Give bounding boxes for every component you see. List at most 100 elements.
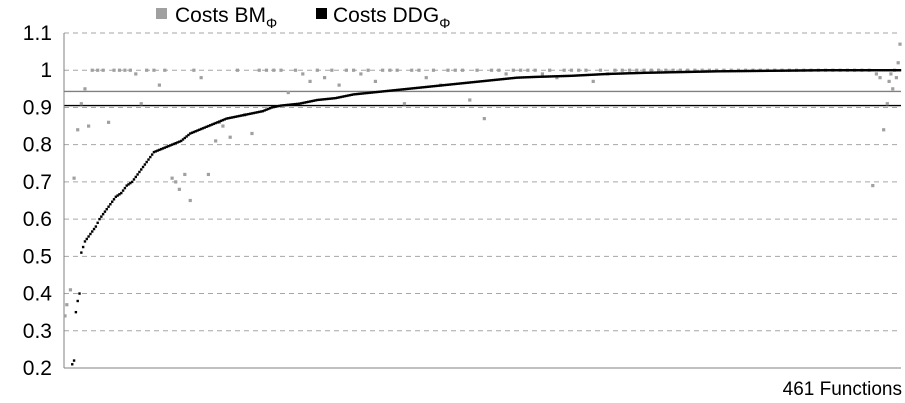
point-costs-ddg [670,71,673,74]
point-costs-bm [112,68,116,72]
point-costs-bm [106,120,111,124]
point-costs-ddg [259,110,263,113]
point-costs-ddg [386,89,390,93]
point-costs-bm [199,76,203,80]
point-costs-ddg [299,102,303,105]
point-costs-ddg [368,91,372,94]
point-costs-ddg [533,75,537,79]
point-costs-bm [627,68,632,72]
legend-label-costs-ddg: Costs DDGΦ [333,4,450,31]
point-costs-ddg [379,90,383,93]
point-costs-ddg [223,118,226,121]
point-costs-ddg [543,75,546,78]
point-costs-bm [871,184,875,188]
point-costs-ddg [423,85,426,89]
point-costs-ddg [517,76,521,79]
point-costs-bm [86,124,91,128]
point-costs-bm [885,102,889,106]
point-costs-ddg [593,73,597,76]
point-costs-ddg [439,84,442,87]
point-costs-bm [700,68,704,72]
point-costs-ddg [826,69,829,72]
point-costs-ddg [425,85,428,89]
point-costs-ddg [893,69,896,72]
point-costs-ddg [470,81,473,84]
point-costs-ddg [172,142,176,146]
point-costs-ddg [686,70,689,74]
point-costs-ddg [824,69,827,72]
point-costs-ddg [798,69,802,72]
point-costs-ddg [285,103,288,107]
point-costs-ddg [622,72,626,75]
point-costs-ddg [317,98,321,102]
point-costs-ddg [479,80,482,83]
point-costs-bm [128,68,132,72]
point-costs-bm [693,68,697,72]
point-costs-bm [366,68,370,72]
point-costs-ddg [751,69,755,73]
point-costs-bm [569,68,574,72]
point-costs-bm [183,172,187,177]
point-costs-ddg [348,93,352,97]
point-costs-bm [257,68,261,72]
point-costs-ddg [91,230,94,233]
point-costs-ddg [809,69,813,72]
point-costs-ddg [187,133,190,137]
point-costs-ddg [886,69,889,72]
point-costs-ddg [811,69,815,72]
point-costs-bm [887,79,891,83]
point-costs-bm [497,68,501,72]
point-costs-ddg [802,69,805,72]
point-costs-ddg [537,75,540,79]
point-costs-ddg [541,75,544,78]
point-costs-ddg [599,73,602,76]
point-costs-bm [468,98,472,102]
point-costs-ddg [739,69,742,73]
point-costs-ddg [118,193,121,196]
point-costs-bm [330,68,334,72]
point-costs-bm [707,68,712,72]
point-costs-bm [279,68,283,72]
point-costs-bm [431,68,436,72]
point-costs-ddg [101,212,105,216]
point-costs-bm [526,68,530,72]
point-costs-ddg [361,92,364,95]
point-costs-ddg [345,94,348,98]
point-costs-ddg [474,80,477,84]
point-costs-ddg [715,70,718,73]
point-costs-ddg [570,74,573,78]
point-costs-ddg [140,168,143,171]
point-costs-ddg [820,69,824,72]
series-costs-ddg [71,69,902,366]
point-costs-ddg [524,76,528,79]
point-costs-ddg [651,71,655,74]
point-costs-ddg [294,102,297,106]
point-costs-ddg [851,69,855,72]
point-costs-ddg [544,75,548,78]
point-costs-ddg [688,70,691,74]
point-costs-ddg [370,91,373,94]
point-costs-ddg [152,150,156,154]
point-costs-bm [475,68,479,72]
point-costs-ddg [132,178,136,181]
point-costs-ddg [606,72,609,76]
point-costs-ddg [630,72,633,75]
point-costs-ddg [366,91,370,95]
legend-swatch-costs-bm [156,8,167,19]
point-costs-ddg [775,69,778,72]
point-costs-ddg [107,205,110,208]
point-costs-ddg [343,95,346,98]
point-costs-ddg [621,72,624,75]
point-costs-ddg [866,69,869,72]
point-costs-bm [192,68,196,72]
point-costs-ddg [757,69,760,73]
point-costs-ddg [793,69,796,72]
point-costs-ddg [196,129,199,132]
legend-label-costs-bm: Costs BMΦ [175,4,277,31]
point-costs-ddg [742,69,746,73]
point-costs-ddg [561,74,564,78]
point-costs-ddg [150,153,154,156]
point-costs-ddg [265,108,268,111]
point-costs-ddg [321,98,324,101]
point-costs-ddg [483,79,486,83]
